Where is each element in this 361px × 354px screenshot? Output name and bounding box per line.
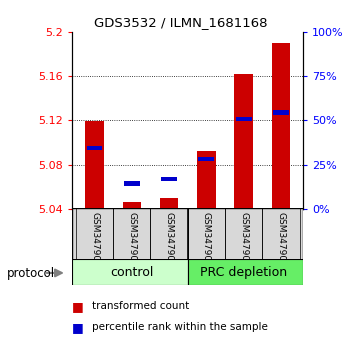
Text: GSM347907: GSM347907 bbox=[202, 212, 211, 267]
Bar bbox=[122, 202, 141, 209]
Text: PRC depletion: PRC depletion bbox=[200, 266, 287, 279]
Text: GDS3532 / ILMN_1681168: GDS3532 / ILMN_1681168 bbox=[94, 16, 267, 29]
Bar bbox=[199, 157, 214, 161]
Text: protocol: protocol bbox=[7, 267, 55, 280]
Text: GSM347909: GSM347909 bbox=[277, 212, 286, 267]
Bar bbox=[197, 152, 216, 209]
Text: ■: ■ bbox=[72, 300, 84, 313]
Bar bbox=[151, 208, 188, 260]
Bar bbox=[188, 259, 303, 285]
Bar bbox=[85, 121, 104, 209]
Text: GSM347908: GSM347908 bbox=[239, 212, 248, 267]
Bar bbox=[234, 74, 253, 209]
Text: GSM347904: GSM347904 bbox=[90, 212, 99, 267]
Bar bbox=[271, 43, 290, 209]
Bar bbox=[113, 208, 151, 260]
Text: ■: ■ bbox=[72, 321, 84, 334]
Bar bbox=[225, 208, 262, 260]
Bar bbox=[72, 259, 188, 285]
Bar bbox=[76, 208, 113, 260]
Text: control: control bbox=[110, 266, 153, 279]
Text: transformed count: transformed count bbox=[92, 301, 189, 311]
Bar bbox=[87, 146, 103, 150]
Bar bbox=[161, 177, 177, 181]
Bar bbox=[273, 110, 289, 115]
Text: percentile rank within the sample: percentile rank within the sample bbox=[92, 322, 268, 332]
Bar bbox=[236, 117, 252, 121]
Bar bbox=[124, 181, 140, 185]
Bar bbox=[188, 208, 225, 260]
Bar bbox=[160, 198, 178, 209]
Text: GSM347905: GSM347905 bbox=[127, 212, 136, 267]
Text: GSM347906: GSM347906 bbox=[165, 212, 174, 267]
Bar bbox=[262, 208, 300, 260]
